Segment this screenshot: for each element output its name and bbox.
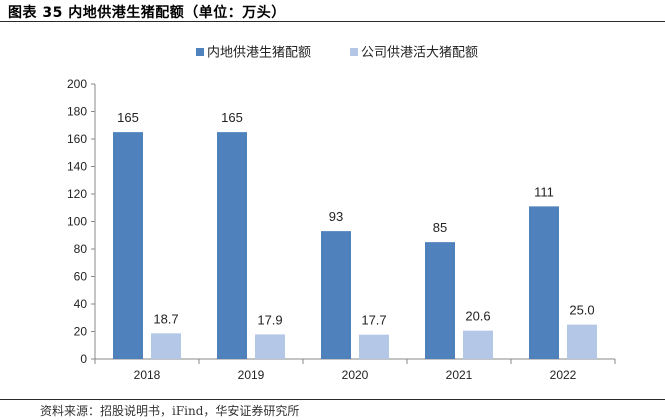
source-rule	[0, 399, 665, 400]
data-label: 85	[433, 220, 447, 235]
data-label: 93	[329, 209, 343, 224]
figure-title: 图表 35 内地供港生猪配额（单位：万头）	[8, 5, 286, 21]
bar-series-2	[151, 333, 181, 359]
title-rule	[0, 21, 665, 22]
legend-label: 公司供港活大猪配额	[361, 46, 478, 61]
y-tick-label: 180	[67, 105, 87, 119]
bar-series-2	[567, 324, 597, 359]
x-axis: 2018 2019 2020 2021 2022	[94, 358, 616, 382]
bar-series-1	[425, 242, 455, 359]
y-tick-label: 40	[74, 297, 88, 311]
bar-series-2	[359, 334, 389, 359]
source-note: 资料来源：招股说明书，iFind，华安证券研究所	[40, 404, 300, 418]
bar-series-1	[113, 132, 143, 359]
data-label: 165	[117, 110, 139, 125]
data-label: 17.7	[361, 313, 386, 328]
y-tick-label: 0	[80, 352, 87, 366]
data-label: 165	[221, 110, 243, 125]
y-tick-label: 80	[74, 242, 88, 256]
bars: 165 165 93 85 111 18.7 17.9 17.7 20.6 25.0	[113, 110, 597, 359]
bar-chart: 内地供港生猪配额 公司供港活大猪配额 0 20 40 60 80 100 120 140 160 1…	[67, 45, 616, 382]
bar-series-1	[321, 231, 351, 359]
data-label: 18.7	[153, 311, 178, 326]
y-tick-label: 100	[67, 215, 87, 229]
y-tick-label: 160	[67, 132, 87, 146]
data-label: 25.0	[569, 303, 594, 318]
x-tick-label: 2022	[550, 368, 577, 382]
y-tick-label: 60	[74, 270, 88, 284]
legend: 内地供港生猪配额 公司供港活大猪配额	[196, 45, 478, 61]
x-tick-label: 2019	[238, 368, 265, 382]
x-tick-label: 2021	[446, 368, 473, 382]
data-label: 17.9	[257, 312, 282, 327]
bar-series-2	[255, 334, 285, 359]
bar-series-1	[217, 132, 247, 359]
legend-swatch	[350, 48, 358, 56]
bar-series-2	[463, 330, 493, 359]
data-label: 20.6	[465, 309, 490, 324]
legend-swatch	[196, 48, 204, 56]
x-tick-label: 2018	[134, 368, 161, 382]
y-tick-label: 120	[67, 187, 87, 201]
y-tick-label: 140	[67, 160, 87, 174]
data-label: 111	[534, 184, 554, 199]
y-tick-label: 20	[74, 325, 88, 339]
y-tick-label: 200	[67, 77, 87, 91]
x-tick-label: 2020	[342, 368, 369, 382]
legend-label: 内地供港生猪配额	[207, 45, 311, 61]
bar-series-1	[529, 206, 559, 359]
y-axis: 0 20 40 60 80 100 120 140 160 180 200	[67, 77, 96, 366]
